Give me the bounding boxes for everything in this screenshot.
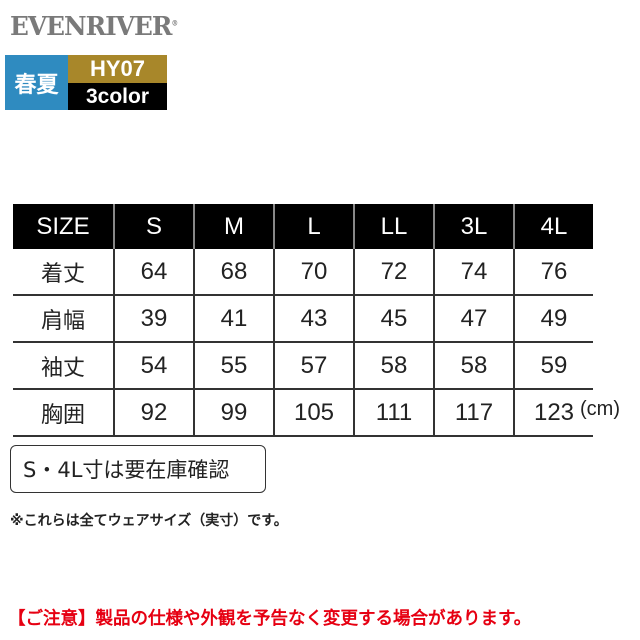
table-cell: 123 — [513, 389, 593, 437]
header-cell: SIZE — [13, 204, 114, 249]
table-cell: 99 — [193, 389, 274, 437]
header-cell: M — [193, 204, 274, 249]
logo-text: EVENRIVER — [10, 12, 172, 42]
table-cell: 76 — [513, 249, 593, 296]
header-cell: LL — [353, 204, 434, 249]
unit-label: (cm) — [580, 398, 620, 420]
header-row: SIZE S M L LL 3L 4L — [13, 204, 593, 249]
table-cell: 74 — [433, 249, 514, 296]
table-row: 着丈 64 68 70 72 74 76 — [13, 249, 593, 296]
table-cell: 58 — [353, 342, 434, 390]
table-cell: 92 — [113, 389, 194, 437]
size-table: SIZE S M L LL 3L 4L 着丈 64 68 70 72 74 76 肩幅 39 41… — [13, 204, 593, 437]
brand-logo: EVENRIVER® — [10, 12, 178, 42]
table-cell: 105 — [273, 389, 354, 437]
table-cell: 45 — [353, 295, 434, 343]
table-cell: 49 — [513, 295, 593, 343]
season-badge: 春夏 — [5, 55, 68, 110]
table-cell: 70 — [273, 249, 354, 296]
header-cell: L — [273, 204, 354, 249]
row-label: 袖丈 — [13, 342, 114, 390]
table-cell: 43 — [273, 295, 354, 343]
table-cell: 54 — [113, 342, 194, 390]
table-cell: 64 — [113, 249, 194, 296]
table-cell: 59 — [513, 342, 593, 390]
table-cell: 68 — [193, 249, 274, 296]
table-cell: 72 — [353, 249, 434, 296]
table-cell: 111 — [353, 389, 434, 437]
product-code: HY07 — [68, 55, 167, 83]
row-label: 着丈 — [13, 249, 114, 296]
table-cell: 57 — [273, 342, 354, 390]
table-cell: 39 — [113, 295, 194, 343]
warning-text: 【ご注意】製品の仕様や外観を予告なく変更する場合があります。 — [8, 609, 532, 629]
color-count: 3color — [68, 83, 167, 110]
header-cell: 3L — [433, 204, 514, 249]
row-label: 胸囲 — [13, 389, 114, 437]
table-cell: 47 — [433, 295, 514, 343]
stock-note-box: S・4L寸は要在庫確認 — [10, 445, 266, 493]
table-cell: 58 — [433, 342, 514, 390]
table-cell: 117 — [433, 389, 514, 437]
size-note: ※これらは全てウェアサイズ（実寸）です。 — [10, 513, 288, 529]
table-cell: 41 — [193, 295, 274, 343]
table-row: 袖丈 54 55 57 58 58 59 — [13, 342, 593, 390]
table-row: 肩幅 39 41 43 45 47 49 — [13, 295, 593, 343]
table-row: 胸囲 92 99 105 111 117 123 — [13, 389, 593, 437]
table-cell: 55 — [193, 342, 274, 390]
header-cell: S — [113, 204, 194, 249]
header-cell: 4L — [513, 204, 593, 249]
row-label: 肩幅 — [13, 295, 114, 343]
